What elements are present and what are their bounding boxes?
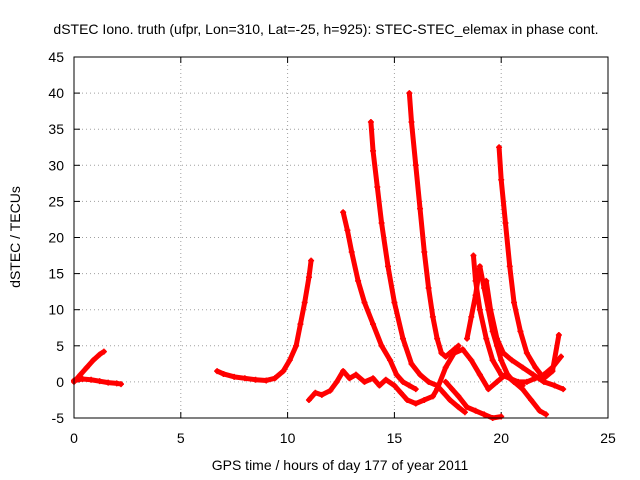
data-trace-segment [368, 119, 376, 154]
data-trace-segment [483, 336, 496, 363]
series-13 [434, 346, 526, 393]
data-trace-segment [488, 307, 500, 342]
data-trace-segment [287, 343, 299, 363]
y-tick-label: 35 [48, 121, 64, 137]
data-trace-segment [349, 249, 361, 284]
data-trace-segment [370, 321, 385, 349]
y-tick-label: 20 [48, 230, 64, 246]
data-trace-segment [443, 350, 457, 370]
x-tick-label: 10 [280, 430, 296, 446]
x-axis-label: GPS time / hours of day 177 of year 2011 [212, 457, 469, 473]
x-tick-label: 25 [600, 430, 616, 446]
data-trace-segment [370, 148, 380, 190]
data-point [455, 342, 462, 349]
data-trace-segment [302, 274, 312, 305]
y-tick-label: -5 [52, 410, 65, 426]
series-2 [71, 376, 124, 388]
data-trace-segment [408, 119, 419, 168]
data-trace-segment [549, 332, 562, 374]
data-trace-segment [494, 336, 506, 356]
series-7 [406, 90, 462, 360]
data-trace-segment [490, 357, 504, 378]
data-point [543, 411, 550, 418]
data-trace-segment [361, 299, 376, 327]
data-point [100, 348, 107, 355]
data-trace-segment [524, 350, 538, 370]
data-trace-segment [385, 263, 397, 305]
data-trace-segment [379, 343, 393, 363]
series-1 [71, 348, 107, 385]
data-point [560, 386, 567, 393]
data-point [117, 381, 124, 388]
data-points [71, 90, 567, 421]
y-tick-label: 15 [48, 266, 64, 282]
data-trace-segment [483, 278, 494, 313]
data-trace-segment [293, 321, 303, 349]
data-point [558, 353, 565, 360]
y-tick-label: 30 [48, 157, 64, 173]
data-point [555, 331, 562, 338]
y-tick-label: 45 [48, 49, 64, 65]
x-tick-label: 20 [493, 430, 509, 446]
y-tick-label: 25 [48, 193, 64, 209]
data-trace-segment [496, 144, 504, 183]
x-tick-label: 15 [387, 430, 403, 446]
data-trace-segment [468, 357, 483, 378]
data-trace-segment [470, 253, 479, 284]
series-6 [367, 118, 468, 416]
data-trace-segment [426, 285, 436, 320]
x-tick-label: 0 [70, 430, 78, 446]
data-trace-segment [498, 357, 511, 378]
data-point [308, 257, 315, 264]
data-trace-segment [498, 177, 508, 226]
data-trace-segment [477, 263, 487, 291]
axis-ticks: 0 5 10 15 20 25 -5 0 5 10 15 20 25 30 35 40 45 [48, 49, 616, 446]
data-trace-segment [374, 184, 385, 226]
data-trace-segment [430, 314, 440, 342]
data-trace-segment [468, 292, 479, 320]
data-trace-segment [400, 336, 414, 367]
data-trace-segment [464, 314, 474, 342]
y-tick-label: 0 [56, 374, 64, 390]
data-point [498, 413, 505, 420]
chart-title: dSTEC Iono. truth (ufpr, Lon=310, Lat=-2… [53, 21, 598, 37]
data-point [412, 386, 419, 393]
grid [74, 57, 608, 418]
y-tick-label: 10 [48, 302, 64, 318]
y-tick-label: 40 [48, 85, 64, 101]
data-point [519, 382, 526, 389]
data-trace-segment [406, 90, 414, 125]
plot-frame [73, 56, 609, 419]
data-trace-segment [455, 404, 468, 415]
data-trace-segment [473, 278, 483, 313]
data-trace-segment [477, 372, 491, 392]
series-11 [496, 144, 562, 382]
data-trace-segment [387, 357, 400, 378]
data-trace-segment [434, 364, 449, 392]
data-trace-segment [421, 249, 432, 291]
data-trace-segment [477, 307, 489, 342]
data-trace-segment [379, 220, 391, 269]
data-trace-segment [355, 278, 367, 305]
series-5 [340, 209, 419, 393]
data-trace-segment [391, 299, 406, 342]
data-trace-segment [507, 263, 517, 305]
data-trace-segment [417, 206, 427, 255]
y-axis-label: dSTEC / TECUs [7, 186, 23, 288]
y-tick-label: 5 [56, 338, 64, 354]
x-tick-label: 5 [177, 430, 185, 446]
data-trace-segment [502, 220, 513, 269]
data-trace-segment [511, 299, 523, 334]
data-trace-segment [297, 299, 308, 327]
data-trace-segment [340, 209, 350, 233]
data-point [461, 409, 468, 416]
series-12 [483, 277, 567, 393]
data-trace-segment [413, 162, 423, 212]
series-3 [214, 257, 315, 384]
data-trace-segment [344, 227, 355, 255]
data-trace-segment [517, 328, 530, 356]
